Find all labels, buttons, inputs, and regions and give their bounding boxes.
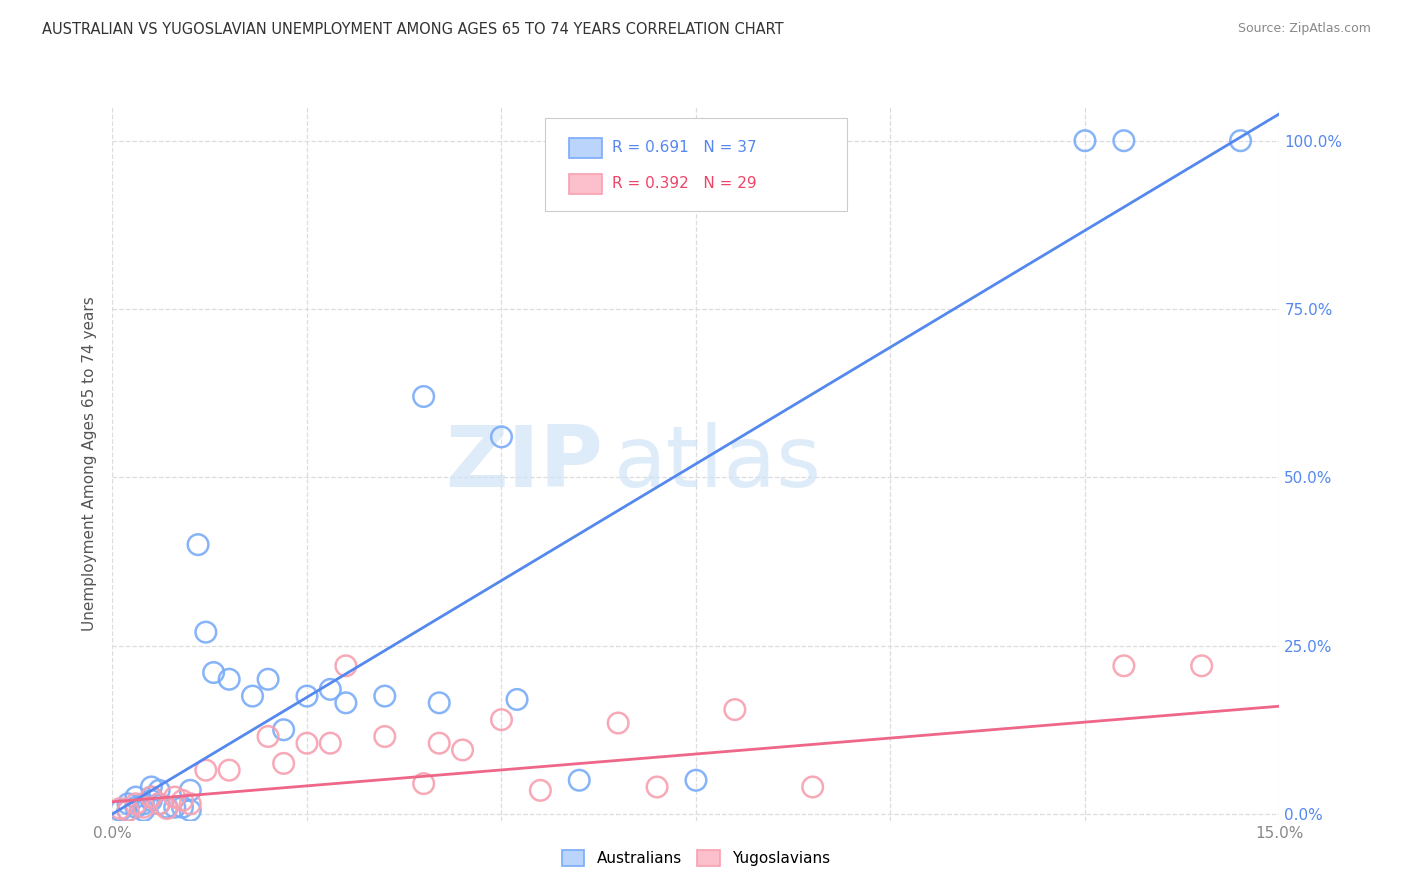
Point — [156, 801, 179, 815]
Point — [295, 736, 318, 750]
Point — [163, 800, 186, 814]
Point — [335, 658, 357, 673]
Point — [125, 800, 148, 814]
Point — [685, 773, 707, 788]
Point — [110, 804, 132, 818]
Point — [724, 702, 747, 716]
Point — [412, 390, 434, 404]
Point — [117, 804, 139, 818]
Point — [319, 736, 342, 750]
Point — [412, 776, 434, 790]
Point — [242, 689, 264, 703]
Point — [506, 692, 529, 706]
Text: AUSTRALIAN VS YUGOSLAVIAN UNEMPLOYMENT AMONG AGES 65 TO 74 YEARS CORRELATION CHA: AUSTRALIAN VS YUGOSLAVIAN UNEMPLOYMENT A… — [42, 22, 783, 37]
Point — [117, 804, 139, 818]
Point — [451, 743, 474, 757]
Point — [273, 723, 295, 737]
Point — [156, 800, 179, 814]
Text: Source: ZipAtlas.com: Source: ZipAtlas.com — [1237, 22, 1371, 36]
Point — [172, 793, 194, 807]
Point — [148, 783, 170, 797]
Point — [141, 790, 163, 805]
Point — [568, 773, 591, 788]
Point — [374, 689, 396, 703]
Point — [529, 783, 551, 797]
Legend: Australians, Yugoslavians: Australians, Yugoslavians — [554, 842, 838, 873]
Point — [110, 801, 132, 815]
Point — [801, 780, 824, 794]
Point — [1229, 134, 1251, 148]
Text: ZIP: ZIP — [444, 422, 603, 506]
Point — [117, 797, 139, 811]
Point — [335, 696, 357, 710]
Point — [148, 797, 170, 811]
Point — [163, 790, 186, 805]
Point — [1191, 658, 1213, 673]
Text: R = 0.392   N = 29: R = 0.392 N = 29 — [612, 177, 756, 192]
Point — [427, 696, 450, 710]
Point — [607, 716, 630, 731]
Text: atlas: atlas — [614, 422, 823, 506]
Point — [645, 780, 668, 794]
Point — [187, 538, 209, 552]
Point — [295, 689, 318, 703]
Point — [172, 800, 194, 814]
Point — [132, 804, 155, 818]
Point — [194, 763, 217, 777]
Point — [273, 756, 295, 771]
Point — [194, 625, 217, 640]
Point — [218, 763, 240, 777]
Point — [1112, 658, 1135, 673]
Point — [148, 797, 170, 811]
Point — [218, 673, 240, 687]
Point — [179, 797, 201, 811]
Point — [132, 797, 155, 811]
Point — [319, 682, 342, 697]
Point — [1074, 134, 1097, 148]
Y-axis label: Unemployment Among Ages 65 to 74 years: Unemployment Among Ages 65 to 74 years — [82, 296, 97, 632]
Point — [141, 790, 163, 805]
Point — [125, 797, 148, 811]
Point — [179, 804, 201, 818]
Point — [179, 783, 201, 797]
Point — [427, 736, 450, 750]
Point — [491, 713, 513, 727]
Point — [491, 430, 513, 444]
Point — [374, 730, 396, 744]
Point — [257, 730, 280, 744]
Point — [132, 800, 155, 814]
Point — [141, 780, 163, 794]
Point — [1112, 134, 1135, 148]
Point — [257, 673, 280, 687]
Text: R = 0.691   N = 37: R = 0.691 N = 37 — [612, 140, 756, 155]
Point — [125, 790, 148, 805]
Point — [141, 793, 163, 807]
Point — [202, 665, 225, 680]
